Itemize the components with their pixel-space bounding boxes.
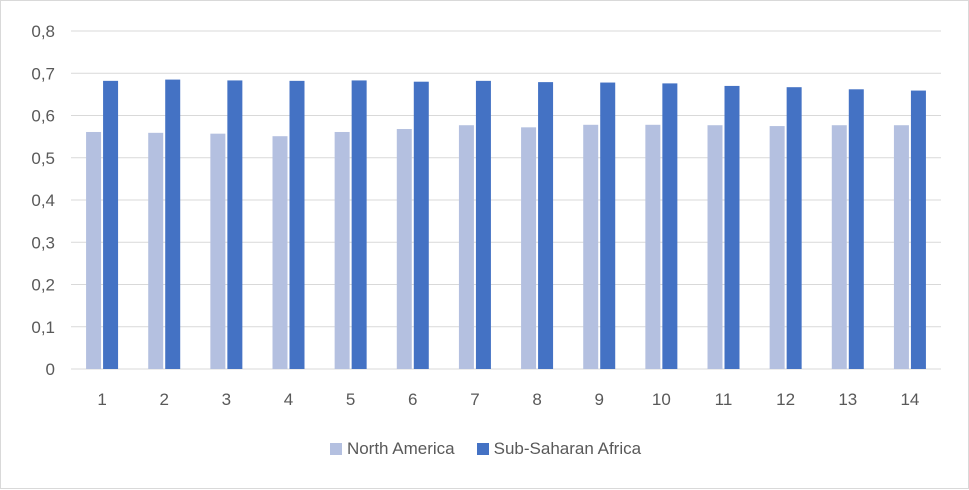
bar-sub-saharan-africa xyxy=(413,81,429,369)
bar-sub-saharan-africa xyxy=(786,87,802,369)
x-tick-label: 12 xyxy=(776,390,795,409)
y-tick-label: 0,5 xyxy=(31,149,55,168)
bar-north-america xyxy=(521,127,537,369)
bar-north-america xyxy=(831,125,847,369)
x-tick-label: 8 xyxy=(532,390,541,409)
bar-north-america xyxy=(148,132,164,369)
bar-sub-saharan-africa xyxy=(351,80,367,370)
x-tick-label: 6 xyxy=(408,390,417,409)
legend-label-north-america: North America xyxy=(346,439,455,458)
bar-sub-saharan-africa xyxy=(724,85,740,370)
bar-sub-saharan-africa xyxy=(227,80,243,370)
x-tick-label: 13 xyxy=(838,390,857,409)
x-tick-label: 10 xyxy=(652,390,671,409)
x-tick-label: 3 xyxy=(222,390,231,409)
bars xyxy=(86,79,926,370)
bar-north-america xyxy=(583,124,599,369)
bar-sub-saharan-africa xyxy=(475,80,491,369)
y-tick-label: 0 xyxy=(46,360,55,379)
bar-sub-saharan-africa xyxy=(662,83,678,369)
x-tick-label: 9 xyxy=(594,390,603,409)
x-axis-tick-labels: 1 2 3 4 5 6 7 8 9 10 11 12 13 14 xyxy=(97,390,919,409)
bar-north-america xyxy=(86,131,102,369)
y-tick-label: 0,1 xyxy=(31,318,55,337)
bar-sub-saharan-africa xyxy=(910,90,926,369)
legend-swatch-sub-saharan-africa xyxy=(476,443,489,455)
y-tick-label: 0,2 xyxy=(31,276,55,295)
legend-item-north-america: North America xyxy=(329,439,455,459)
bar-north-america xyxy=(707,125,723,369)
legend-label-sub-saharan-africa: Sub-Saharan Africa xyxy=(493,439,642,458)
legend: North America Sub-Saharan Africa xyxy=(1,439,969,459)
bar-north-america xyxy=(272,136,288,369)
y-tick-label: 0,8 xyxy=(31,22,55,41)
x-tick-label: 2 xyxy=(159,390,168,409)
x-tick-label: 4 xyxy=(284,390,293,409)
x-tick-label: 11 xyxy=(715,390,733,409)
bar-north-america xyxy=(893,125,909,369)
bar-sub-saharan-africa xyxy=(165,79,181,370)
legend-item-sub-saharan-africa: Sub-Saharan Africa xyxy=(476,439,642,459)
bar-north-america xyxy=(458,125,474,369)
bar-north-america xyxy=(769,126,785,369)
gridlines xyxy=(71,30,941,370)
y-tick-label: 0,4 xyxy=(31,191,55,210)
bar-sub-saharan-africa xyxy=(103,80,119,369)
y-tick-label: 0,3 xyxy=(31,233,55,252)
bar-sub-saharan-africa xyxy=(538,82,554,369)
y-axis-tick-labels: 0 0,1 0,2 0,3 0,4 0,5 0,6 0,7 0,8 xyxy=(31,22,55,379)
y-tick-label: 0,7 xyxy=(31,64,55,83)
bar-sub-saharan-africa xyxy=(848,89,864,370)
bar-sub-saharan-africa xyxy=(289,80,305,369)
x-tick-label: 1 xyxy=(97,390,106,409)
x-tick-label: 7 xyxy=(470,390,479,409)
bar-north-america xyxy=(210,133,226,369)
bar-north-america xyxy=(396,129,412,369)
bar-sub-saharan-africa xyxy=(600,82,616,370)
bar-north-america xyxy=(645,124,661,369)
legend-swatch-north-america xyxy=(329,443,342,455)
bar-north-america xyxy=(334,131,350,369)
x-tick-label: 14 xyxy=(900,390,919,409)
x-tick-label: 5 xyxy=(346,390,355,409)
y-tick-label: 0,6 xyxy=(31,107,55,126)
